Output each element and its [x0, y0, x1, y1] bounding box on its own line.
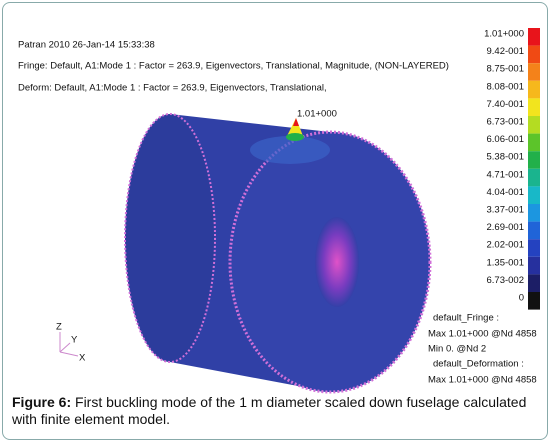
peak — [293, 118, 299, 126]
colorbar-swatch — [528, 45, 540, 64]
colorbar-label: 9.42-001 — [486, 46, 524, 57]
colorbar-label: 1.35-001 — [486, 257, 524, 268]
colorbar-swatch — [528, 98, 540, 116]
colorbar-swatch — [528, 151, 540, 169]
colorbar-swatch — [528, 116, 540, 134]
colorbar-swatch — [528, 80, 540, 99]
colorbar-swatch — [528, 186, 540, 204]
info-line: default_Fringe : — [433, 313, 499, 324]
peak — [287, 118, 303, 136]
peak — [286, 133, 304, 141]
axis-line — [59, 342, 71, 353]
colorbar-label: 7.40-001 — [486, 99, 524, 110]
caption-label: Figure 6: — [12, 394, 72, 410]
caption: Figure 6: First buckling mode of the 1 m… — [12, 394, 542, 428]
deformation-spot — [250, 136, 330, 164]
axis-label: Y — [71, 335, 78, 346]
deformation-spot — [315, 217, 359, 307]
info-line: Max 1.01+000 @Nd 4858 — [428, 375, 537, 386]
colorbar: 1.01+000 9.42-001 8.75-001 8.08-001 7.40-001… — [484, 28, 540, 310]
colorbar-label: 6.06-001 — [486, 134, 524, 145]
cylinder-end — [124, 113, 216, 363]
header-line: Deform: Default, A1:Mode 1 : Factor = 26… — [18, 83, 327, 94]
colorbar-label: 2.69-001 — [486, 222, 524, 233]
colorbar-label: 8.08-001 — [486, 81, 524, 92]
colorbar-label: 5.38-001 — [486, 152, 524, 163]
info-block: default_Fringe : Max 1.01+000 @Nd 4858 Min… — [428, 313, 537, 386]
axis-line — [59, 351, 79, 357]
colorbar-label: 4.04-001 — [486, 187, 524, 198]
colorbar-label: 6.73-001 — [486, 117, 524, 128]
colorbar-label: 0 — [519, 293, 524, 304]
colorbar-swatch — [528, 239, 540, 257]
info-line: default_Deformation : — [433, 359, 524, 370]
colorbar-swatch — [528, 63, 540, 81]
info-line: Min 0. @Nd 2 — [428, 344, 486, 355]
colorbar-label: 4.71-001 — [486, 169, 524, 180]
info-line: Max 1.01+000 @Nd 4858 — [428, 329, 537, 340]
header-line: Patran 2010 26-Jan-14 15:33:38 — [18, 40, 155, 51]
colorbar-swatch — [528, 28, 540, 46]
fea-image: Patran 2010 26-Jan-14 15:33:38 Fringe: D… — [18, 28, 540, 394]
colorbar-swatch — [528, 221, 540, 240]
colorbar-swatch — [528, 256, 540, 275]
axis-label: X — [79, 353, 86, 364]
axis-label: Z — [56, 322, 62, 333]
colorbar-label: 1.01+000 — [484, 29, 524, 40]
peak-label: 1.01+000 — [297, 109, 337, 120]
colorbar-swatch — [528, 133, 540, 152]
colorbar-swatch — [528, 204, 540, 222]
caption-text: First buckling mode of the 1 m diameter … — [12, 394, 527, 427]
header-line: Fringe: Default, A1:Mode 1 : Factor = 26… — [18, 61, 449, 72]
colorbar-label: 6.73-002 — [486, 275, 524, 286]
figure-frame — [2, 2, 548, 440]
colorbar-label: 3.37-001 — [486, 205, 524, 216]
colorbar-swatch — [528, 274, 540, 292]
colorbar-label: 8.75-001 — [486, 64, 524, 75]
colorbar-swatch — [528, 292, 540, 310]
colorbar-swatch — [528, 168, 540, 187]
colorbar-label: 2.02-001 — [486, 240, 524, 251]
